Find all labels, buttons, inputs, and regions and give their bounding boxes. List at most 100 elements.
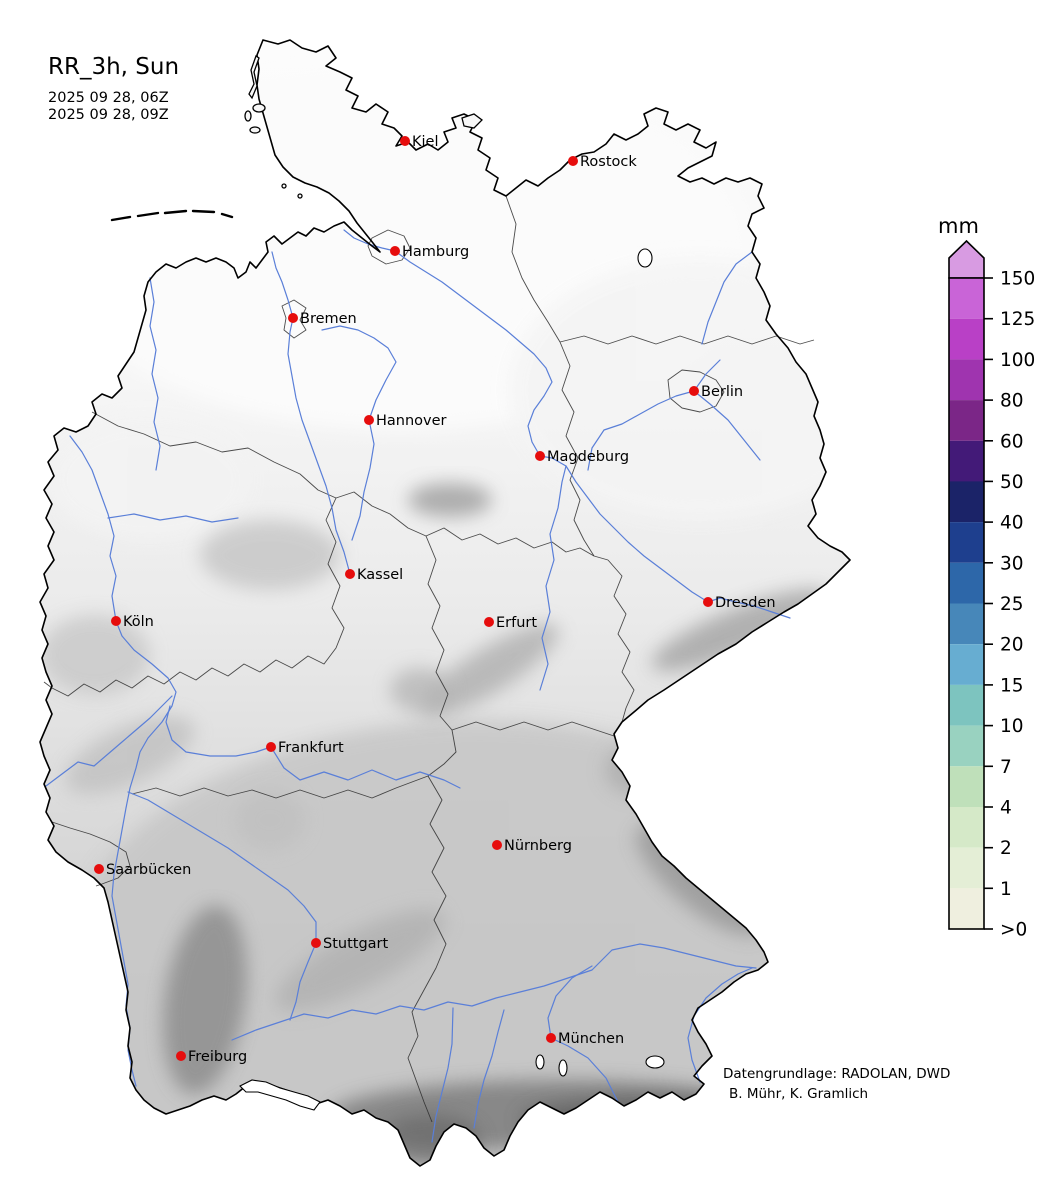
city-label: Saarbücken: [106, 862, 191, 878]
river-ems: [149, 277, 161, 471]
city-label: Berlin: [701, 384, 743, 400]
city-dot: [364, 415, 374, 425]
colorbar-segment: [949, 562, 984, 604]
colorbar-segment: [949, 603, 984, 645]
city-label: Rostock: [580, 154, 637, 170]
colorbar-tick-label: 10: [1000, 716, 1024, 737]
river-iller: [431, 1007, 454, 1143]
island-fehmarn: [461, 113, 483, 129]
colorbar-tick-label: >0: [1000, 920, 1027, 941]
colorbar-segment: [949, 440, 984, 482]
attribution-source: Datengrundlage: RADOLAN, DWD: [723, 1066, 950, 1082]
city-dot: [689, 386, 699, 396]
attribution-authors: B. Mühr, K. Gramlich: [729, 1086, 868, 1102]
colorbar-tick-label: 150: [1000, 269, 1035, 290]
lakes: [239, 248, 665, 1111]
colorbar-tick-label: 125: [1000, 309, 1035, 330]
city-label: Dresden: [715, 595, 776, 611]
colorbar-tick-label: 4: [1000, 798, 1012, 819]
colorbar-segment: [949, 359, 984, 401]
river-oder-tributary: [701, 251, 753, 345]
city-label: Magdeburg: [547, 449, 629, 465]
state-borders: [43, 195, 815, 1123]
colorbar-tick-label: 30: [1000, 553, 1024, 574]
lake-starnberg: [558, 1059, 568, 1077]
island-foehr: [252, 103, 266, 113]
city-magdeburg: Magdeburg: [535, 449, 629, 465]
germany-outline: [39, 39, 851, 1167]
city-frankfurt: Frankfurt: [266, 740, 344, 756]
colorbar-tick-label: 50: [1000, 472, 1024, 493]
city-dot: [390, 246, 400, 256]
river-main: [165, 705, 461, 789]
colorbar-tick-label: 60: [1000, 431, 1024, 452]
colorbar-segment: [949, 725, 984, 767]
lake-ammersee: [535, 1054, 545, 1070]
colorbar-segment: [949, 481, 984, 523]
colorbar-segment: [949, 807, 984, 848]
city-stuttgart: Stuttgart: [311, 936, 389, 952]
city-dot: [400, 136, 410, 146]
colorbar-tick-label: 100: [1000, 350, 1035, 371]
island-amrum: [244, 110, 252, 122]
river-lippe: [107, 513, 239, 523]
city-label: Hannover: [376, 413, 447, 429]
city-hannover: Hannover: [364, 413, 447, 429]
attribution: Datengrundlage: RADOLAN, DWD B. Mühr, K.…: [723, 1066, 950, 1102]
city-dot: [703, 597, 713, 607]
city-freiburg: Freiburg: [176, 1049, 247, 1065]
city-koeln: Köln: [111, 614, 154, 630]
city-dot: [176, 1051, 186, 1061]
city-label: Bremen: [300, 311, 357, 327]
city-label: Hamburg: [402, 244, 469, 260]
city-label: Stuttgart: [323, 936, 389, 952]
city-dot: [568, 156, 578, 166]
page-title: RR_3h, Sun: [48, 54, 179, 80]
colorbar-tick-label: 15: [1000, 675, 1024, 696]
river-elbe: [343, 229, 791, 619]
city-dot: [535, 451, 545, 461]
colorbar-segment: [949, 318, 984, 360]
city-label: Nürnberg: [504, 838, 572, 854]
river-neckar: [127, 791, 317, 1021]
city-dot: [546, 1033, 556, 1043]
city-erfurt: Erfurt: [484, 615, 537, 631]
river-havel: [587, 359, 721, 471]
colorbar-tick-label: 1: [1000, 879, 1012, 900]
colorbar-tick-label: 40: [1000, 513, 1024, 534]
subtitle-end-time: 2025 09 28, 09Z: [48, 107, 169, 123]
colorbar-tick-label: 80: [1000, 391, 1024, 412]
city-berlin: Berlin: [689, 384, 743, 400]
colorbar-segments: [949, 278, 984, 929]
city-label: Kassel: [357, 567, 403, 583]
city-label: Köln: [123, 614, 154, 630]
colorbar-segment: [949, 684, 984, 726]
city-dot: [345, 569, 355, 579]
lake-constance: [239, 1079, 321, 1111]
river-spree: [693, 390, 761, 461]
colorbar-arrow: [948, 239, 985, 279]
city-bremen: Bremen: [288, 311, 357, 327]
colorbar-tick-label: 20: [1000, 635, 1024, 656]
city-label: Erfurt: [496, 615, 537, 631]
island-sylt: [248, 54, 260, 100]
city-nuernberg: Nürnberg: [492, 838, 572, 854]
city-kassel: Kassel: [345, 567, 403, 583]
island-pellworm: [249, 126, 261, 134]
colorbar-tick-label: 7: [1000, 757, 1012, 778]
city-dot: [492, 840, 502, 850]
city-hamburg: Hamburg: [390, 244, 469, 260]
colorbar-segment: [949, 888, 984, 929]
city-muenchen: München: [546, 1031, 624, 1047]
city-dot: [484, 617, 494, 627]
city-kiel: Kiel: [400, 134, 439, 150]
city-markers: Kiel Rostock Hamburg Bremen Berlin Hanno…: [94, 134, 776, 1065]
city-dresden: Dresden: [703, 595, 776, 611]
colorbar-tick-label: 2: [1000, 838, 1012, 859]
city-dot: [111, 616, 121, 626]
city-dot: [288, 313, 298, 323]
city-dot: [94, 864, 104, 874]
islands: [110, 54, 483, 222]
